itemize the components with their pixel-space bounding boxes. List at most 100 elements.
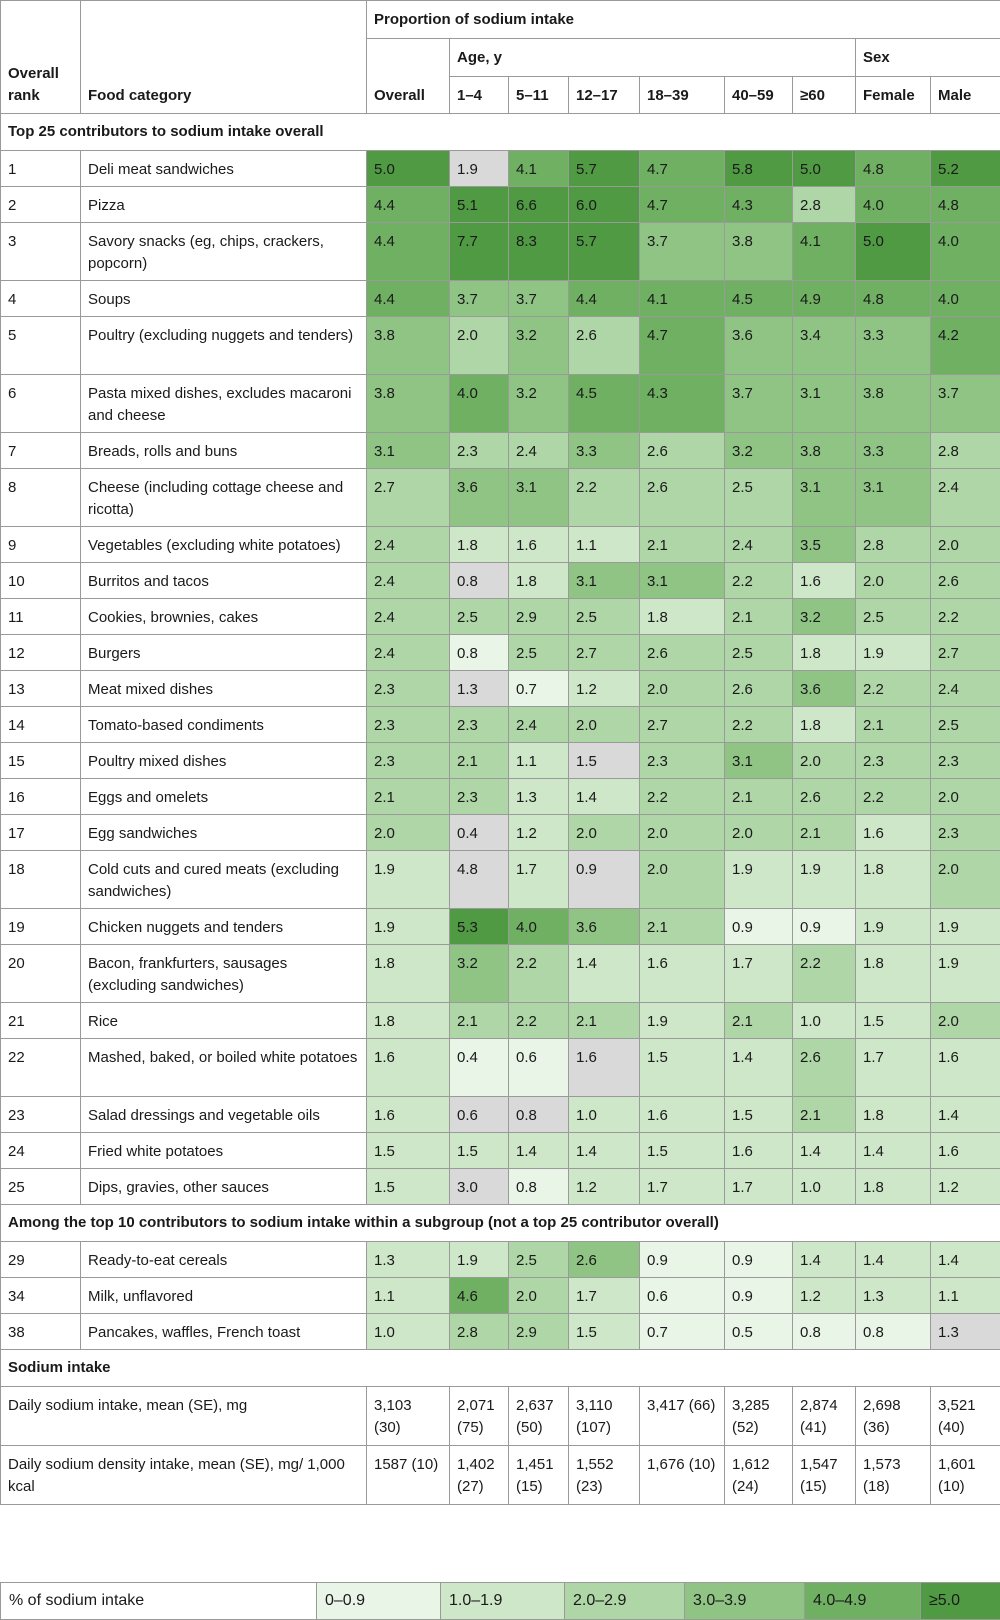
value-cell: 3.2 [508,374,569,433]
table-row: 34 Milk, unflavored 1.1 4.6 2.0 1.7 0.6 0.9 1.2 1… [0,1277,1000,1314]
value-cell: 4.7 [639,186,725,223]
food-category-cell: Eggs and omelets [80,778,367,815]
legend-bin-3: 3.0–3.9 [684,1582,805,1620]
value-cell: 3.1 [792,374,856,433]
value-cell: 0.8 [855,1313,931,1350]
value-cell: 4.0 [508,908,569,945]
value-cell: 4.4 [568,280,640,317]
value-cell: 3.8 [792,432,856,469]
value-cell: 2.0 [366,814,450,851]
value-cell: 5.0 [792,150,856,187]
value-cell: 4.3 [639,374,725,433]
table-row: 11 Cookies, brownies, cakes 2.4 2.5 2.9 2.5 1.… [0,598,1000,635]
rank-cell: 5 [0,316,81,375]
value-cell: 3.8 [855,374,931,433]
intake-value-cell: 2,071 (75) [449,1386,509,1446]
food-category-cell: Chicken nuggets and tenders [80,908,367,945]
value-cell: 2.3 [930,814,1000,851]
value-cell: 4.1 [508,150,569,187]
col-age-5-11-header: 5–11 [508,76,569,114]
value-cell: 1.4 [508,1132,569,1169]
value-cell: 1.5 [855,1002,931,1039]
value-cell: 3.1 [792,468,856,527]
value-cell: 1.6 [855,814,931,851]
value-cell: 0.8 [792,1313,856,1350]
food-category-cell: Breads, rolls and buns [80,432,367,469]
value-cell: 4.8 [930,186,1000,223]
value-cell: 5.0 [366,150,450,187]
table-row: 6 Pasta mixed dishes, excludes macaroni a… [0,374,1000,433]
value-cell: 5.3 [449,908,509,945]
value-cell: 1.1 [508,742,569,779]
value-cell: 3.2 [449,944,509,1003]
value-cell: 2.5 [724,468,793,527]
value-cell: 3.1 [568,562,640,599]
value-cell: 1.4 [568,1132,640,1169]
value-cell: 1.6 [930,1132,1000,1169]
value-cell: 3.1 [639,562,725,599]
value-cell: 1.2 [930,1168,1000,1205]
intake-value-cell: 3,110 (107) [568,1386,640,1446]
value-cell: 2.3 [855,742,931,779]
value-cell: 4.8 [855,280,931,317]
value-cell: 2.1 [568,1002,640,1039]
table-row: 16 Eggs and omelets 2.1 2.3 1.3 1.4 2.2 2.1 2.6 2… [0,778,1000,815]
food-category-cell: Pasta mixed dishes, excludes macaroni an… [80,374,367,433]
food-category-cell: Tomato-based condiments [80,706,367,743]
value-cell: 0.8 [449,562,509,599]
value-cell: 3.2 [724,432,793,469]
intake-value-cell: 2,698 (36) [855,1386,931,1446]
section-subgroup-heading: Among the top 10 contributors to sodium … [0,1204,1000,1242]
table-row: 38 Pancakes, waffles, French toast 1.0 2.8 2… [0,1313,1000,1350]
table-row: 15 Poultry mixed dishes 2.3 2.1 1.1 1.5 2.3 3.1… [0,742,1000,779]
value-cell: 1.4 [792,1132,856,1169]
value-cell: 3.1 [724,742,793,779]
legend-title: % of sodium intake [0,1582,317,1620]
value-cell: 2.6 [724,670,793,707]
value-cell: 0.9 [639,1241,725,1278]
value-cell: 1.6 [724,1132,793,1169]
rank-cell: 2 [0,186,81,223]
value-cell: 0.8 [508,1096,569,1133]
value-cell: 2.2 [508,1002,569,1039]
value-cell: 2.0 [639,670,725,707]
value-cell: 2.1 [449,742,509,779]
value-cell: 1.6 [568,1038,640,1097]
table-row: 5 Poultry (excluding nuggets and tenders)… [0,316,1000,375]
value-cell: 2.0 [568,706,640,743]
value-cell: 2.2 [724,562,793,599]
value-cell: 1.0 [792,1002,856,1039]
value-cell: 3.6 [724,316,793,375]
value-cell: 0.6 [508,1038,569,1097]
value-cell: 1.0 [366,1313,450,1350]
rank-cell: 22 [0,1038,81,1097]
value-cell: 4.1 [792,222,856,281]
value-cell: 2.8 [855,526,931,563]
value-cell: 3.8 [366,374,450,433]
value-cell: 0.6 [639,1277,725,1314]
value-cell: 1.6 [366,1038,450,1097]
value-cell: 1.8 [855,944,931,1003]
value-cell: 2.1 [449,1002,509,1039]
rank-cell: 21 [0,1002,81,1039]
value-cell: 1.3 [366,1241,450,1278]
value-cell: 2.8 [449,1313,509,1350]
value-cell: 0.6 [449,1096,509,1133]
value-cell: 2.0 [639,814,725,851]
rank-cell: 4 [0,280,81,317]
food-category-header: Food category [80,0,367,114]
table-row: 20 Bacon, frankfurters, sausages (excludi… [0,944,1000,1003]
value-cell: 1.8 [449,526,509,563]
value-cell: 2.6 [930,562,1000,599]
value-cell: 1.5 [568,1313,640,1350]
value-cell: 2.4 [508,706,569,743]
value-cell: 1.7 [724,1168,793,1205]
rank-cell: 11 [0,598,81,635]
value-cell: 4.2 [930,316,1000,375]
value-cell: 0.7 [639,1313,725,1350]
value-cell: 4.7 [639,150,725,187]
intake-value-cell: 3,285 (52) [724,1386,793,1446]
value-cell: 1.5 [568,742,640,779]
intake-value-cell: 1,552 (23) [568,1445,640,1505]
value-cell: 1.3 [855,1277,931,1314]
